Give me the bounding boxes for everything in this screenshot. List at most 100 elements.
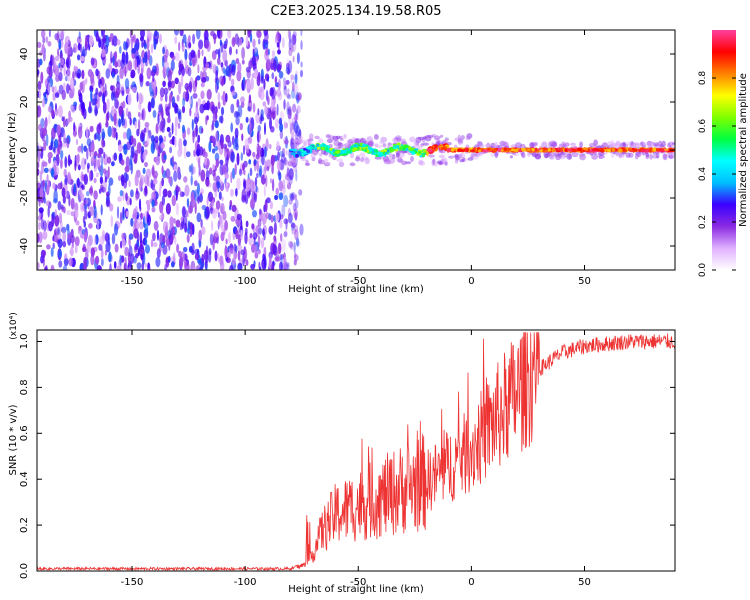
halo-blob	[550, 143, 557, 147]
noise-blob	[230, 103, 235, 114]
carrier-blob	[441, 147, 445, 150]
carrier-blob	[382, 151, 386, 155]
noise-blob	[252, 210, 257, 218]
noise-blob	[247, 106, 251, 112]
noise-blob	[278, 71, 284, 79]
noise-blob	[245, 220, 249, 228]
noise-blob	[211, 104, 215, 114]
noise-blob	[67, 154, 71, 167]
noise-blob	[37, 168, 40, 176]
carrier-blob	[556, 147, 561, 151]
noise-blob	[67, 171, 71, 185]
noise-blob	[139, 72, 144, 83]
noise-blob	[103, 168, 107, 175]
carrier-blob	[492, 148, 497, 152]
noise-blob	[137, 118, 141, 132]
noise-blob	[60, 150, 64, 160]
noise-blob	[90, 254, 95, 266]
noise-blob	[234, 33, 239, 45]
noise-blob	[248, 94, 252, 104]
noise-blob	[239, 168, 242, 176]
noise-blob	[80, 56, 86, 62]
noise-blob	[186, 127, 191, 136]
noise-blob	[240, 228, 243, 241]
noise-blob	[171, 155, 175, 165]
noise-blob	[90, 156, 95, 166]
carrier-blob	[316, 146, 321, 150]
noise-blob	[90, 247, 96, 257]
noise-blob	[219, 255, 224, 266]
noise-blob	[264, 122, 266, 136]
noise-blob	[227, 251, 231, 258]
noise-blob	[197, 196, 200, 204]
y-tick-label: 1.0	[19, 334, 30, 350]
noise-blob	[300, 69, 303, 78]
halo-blob	[465, 135, 471, 141]
carrier-blob	[352, 147, 358, 152]
noise-blob	[148, 32, 153, 39]
noise-blob	[288, 212, 293, 224]
noise-blob	[89, 185, 94, 197]
noise-blob	[48, 113, 51, 125]
halo-blob	[541, 141, 548, 149]
noise-blob	[278, 117, 283, 125]
noise-blob	[259, 208, 262, 215]
noise-blob	[191, 118, 194, 131]
noise-blob	[188, 81, 193, 93]
noise-blob	[178, 68, 182, 76]
carrier-blob	[296, 150, 302, 155]
halo-blob	[382, 155, 390, 163]
noise-blob	[57, 182, 63, 190]
noise-blob	[247, 30, 251, 38]
noise-blob	[157, 114, 160, 125]
noise-blob	[161, 177, 164, 187]
noise-blob	[85, 191, 90, 197]
noise-blob	[157, 145, 161, 158]
noise-blob	[190, 195, 196, 208]
noise-blob	[50, 109, 55, 117]
noise-blob	[83, 231, 88, 243]
noise-blob	[116, 206, 120, 219]
noise-blob	[205, 264, 208, 270]
noise-blob	[78, 31, 81, 40]
noise-blob	[132, 86, 137, 93]
noise-blob	[145, 244, 150, 254]
noise-blob	[59, 52, 63, 60]
noise-blob	[286, 182, 292, 190]
noise-blob	[74, 245, 78, 254]
carrier-blob	[361, 147, 364, 151]
halo-blob	[391, 153, 396, 160]
noise-blob	[219, 39, 222, 47]
noise-blob	[215, 200, 221, 210]
carrier-blob	[632, 147, 635, 151]
noise-blob	[75, 220, 80, 226]
noise-blob	[277, 64, 282, 71]
noise-blob	[128, 233, 134, 240]
noise-blob	[286, 262, 290, 268]
noise-blob	[243, 169, 246, 176]
carrier-blob	[634, 148, 638, 153]
noise-blob	[265, 46, 269, 56]
noise-blob	[51, 86, 55, 93]
noise-blob	[275, 187, 280, 195]
y-tick-label: 0.8	[19, 379, 30, 395]
noise-blob	[204, 156, 207, 166]
carrier-blob	[290, 152, 296, 156]
noise-blob	[215, 158, 219, 168]
halo-blob	[332, 135, 339, 141]
noise-blob	[84, 210, 88, 220]
noise-blob	[37, 41, 42, 49]
halo-blob	[388, 153, 393, 159]
carrier-blob	[301, 152, 305, 157]
noise-blob	[198, 39, 204, 50]
carrier-blob	[422, 148, 426, 153]
halo-blob	[409, 136, 416, 143]
noise-blob	[276, 256, 281, 262]
noise-blob	[152, 110, 157, 118]
carrier-blob	[478, 149, 482, 152]
noise-blob	[103, 180, 107, 193]
noise-blob	[273, 90, 278, 96]
noise-blob	[94, 150, 98, 157]
noise-blob	[283, 85, 288, 96]
halo-blob	[544, 154, 549, 159]
